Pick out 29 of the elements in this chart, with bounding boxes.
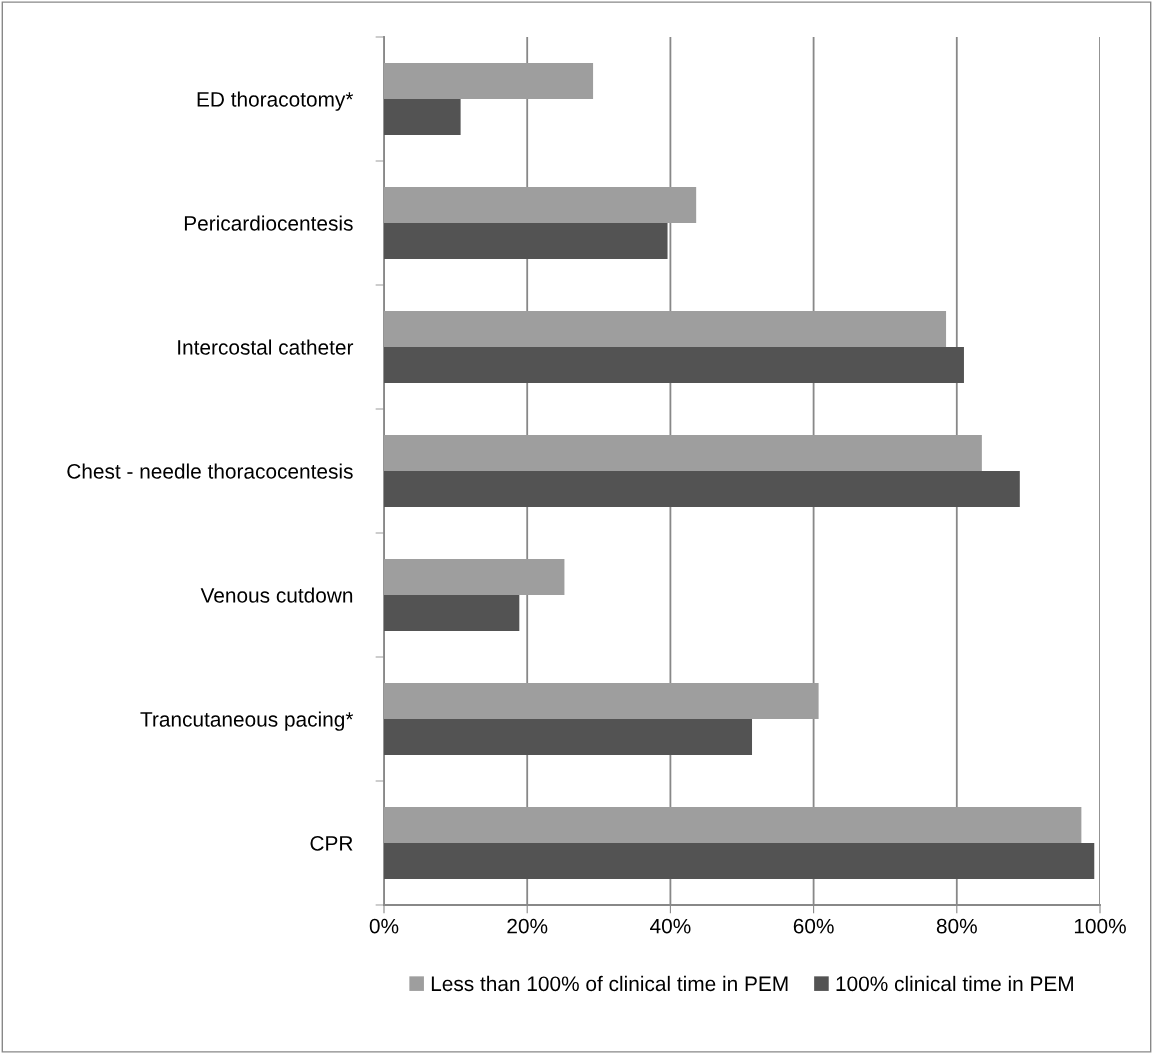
x-tick-label: 100% [1074, 918, 1126, 934]
y-tick-label: Pericardiocentesis [184, 215, 353, 231]
y-tick-label: Chest - needle thoracocentesis [67, 463, 353, 479]
x-tick-label: 0% [369, 918, 399, 934]
bar [384, 683, 819, 719]
y-tick-label: Venous cutdown [200, 587, 353, 603]
bar [384, 559, 565, 595]
bar [384, 807, 1082, 843]
legend-label: Less than 100% of clinical time in PEM [431, 975, 788, 992]
bar [384, 223, 668, 259]
bar [384, 595, 520, 631]
x-tick-label: 40% [650, 918, 691, 934]
y-tick-label: CPR [310, 836, 353, 851]
legend-label: 100% clinical time in PEM [836, 975, 1073, 992]
bar [384, 187, 697, 223]
bar [384, 843, 1095, 879]
bar [384, 471, 1020, 507]
y-tick-label: Trancutaneous pacing* [140, 711, 354, 731]
bar [384, 63, 594, 99]
y-tick-label: ED thoracotomy* [197, 91, 354, 111]
bar [384, 311, 947, 347]
x-tick-label: 80% [936, 918, 977, 934]
y-tick-label: Intercostal catheter [178, 339, 354, 355]
bar [384, 347, 964, 383]
bar [384, 719, 753, 755]
x-tick-label: 60% [793, 918, 834, 934]
bar [384, 99, 461, 135]
bar [384, 435, 982, 471]
x-tick-label: 20% [507, 918, 548, 934]
